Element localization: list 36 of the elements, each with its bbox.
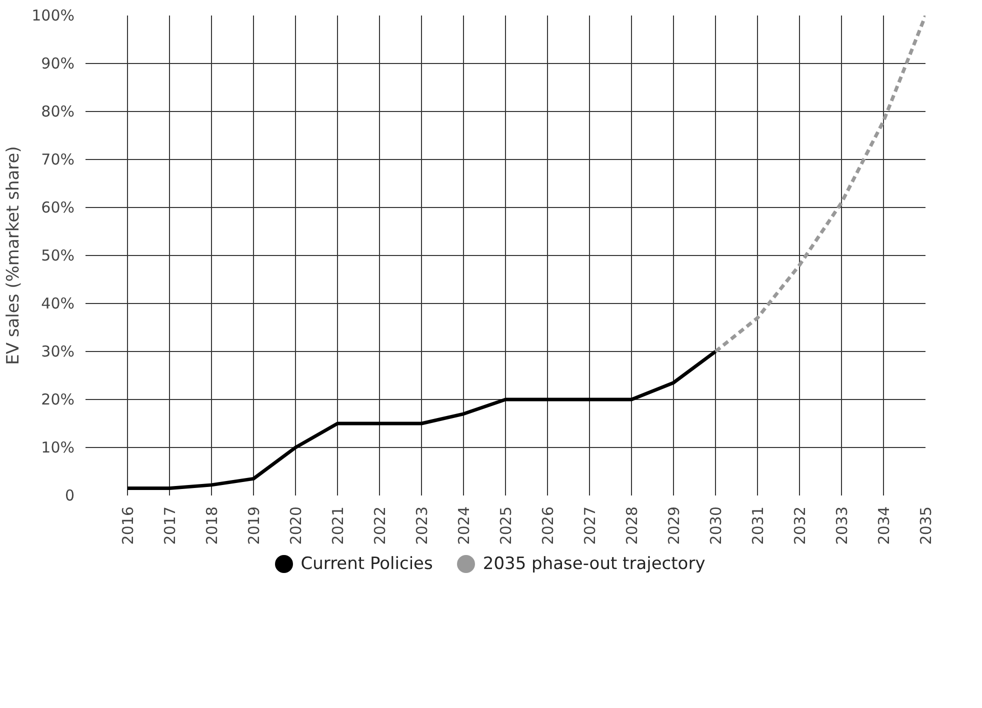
x-tick-label: 2019 — [245, 506, 263, 545]
x-tick-label: 2035 — [917, 506, 935, 545]
y-tick-label: 20% — [41, 390, 75, 408]
x-tick-label: 2031 — [749, 506, 767, 545]
x-tick-label: 2034 — [875, 506, 893, 545]
y-tick-label: 0 — [64, 486, 75, 504]
x-tick-label: 2017 — [161, 506, 179, 545]
x-tick-label: 2028 — [623, 506, 641, 545]
x-tick-label: 2029 — [665, 506, 683, 545]
x-tick-label: 2022 — [371, 506, 389, 545]
x-tick-label: 2032 — [791, 506, 809, 545]
x-tick-label: 2025 — [497, 506, 515, 545]
y-tick-label: 10% — [41, 438, 75, 456]
x-tick-label: 2030 — [707, 506, 725, 545]
y-tick-label: 70% — [41, 150, 75, 168]
y-tick-label: 80% — [41, 102, 75, 120]
x-tick-label: 2023 — [413, 506, 431, 545]
x-tick-label: 2016 — [119, 506, 137, 545]
line-series — [714, 16, 926, 354]
x-tick-label: 2033 — [833, 506, 851, 545]
x-tick-label: 2026 — [539, 506, 557, 545]
y-tick-label: 90% — [41, 54, 75, 72]
line-series — [126, 350, 718, 490]
y-tick-label: 50% — [41, 246, 75, 264]
legend-label: 2035 phase-out trajectory — [482, 553, 706, 576]
x-tick-label: 2018 — [203, 506, 221, 545]
y-tick-label: 100% — [32, 6, 75, 24]
y-tick-label: 60% — [41, 198, 75, 216]
x-tick-label: 2020 — [287, 506, 305, 545]
x-tick-label: 2027 — [581, 506, 599, 545]
y-tick-label: 30% — [41, 342, 75, 360]
y-tick-label: 40% — [41, 294, 75, 312]
legend-label: Current Policies — [300, 553, 433, 576]
y-axis-title: EV sales (%market share) — [4, 146, 24, 365]
x-tick-label: 2024 — [455, 506, 473, 545]
x-tick-label: 2021 — [329, 506, 347, 545]
